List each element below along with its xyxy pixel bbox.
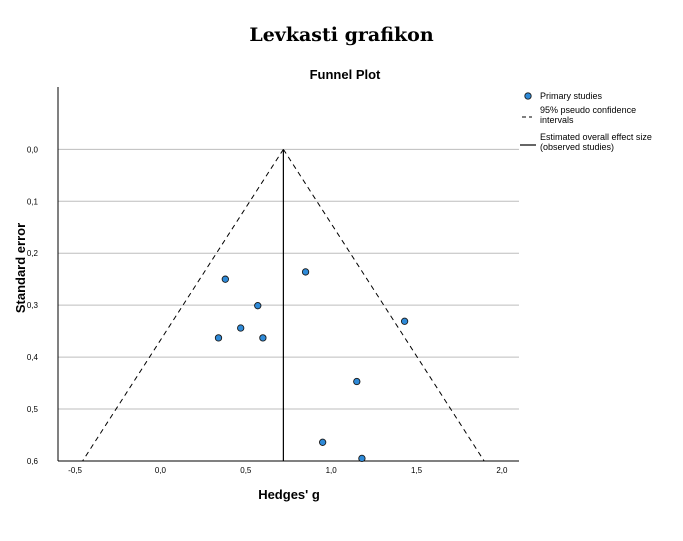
study-point (353, 377, 361, 386)
page-title: Levkasti grafikon (249, 24, 434, 46)
legend-label-effect-size: (observed studies) (540, 142, 614, 152)
funnel-lines (82, 149, 485, 462)
study-point (254, 302, 262, 310)
legend: Primary studies 95% pseudo confidenceinte… (520, 91, 652, 152)
study-point (358, 454, 366, 463)
y-tick-label: 0,3 (27, 301, 39, 310)
legend-marker (524, 92, 532, 100)
legend-label-confidence: intervals (540, 115, 574, 125)
study-point (214, 334, 223, 342)
study-point (400, 317, 409, 325)
x-tick-label: 0,5 (240, 466, 252, 475)
y-axis-label: Standard error (13, 223, 28, 313)
y-tick-label: 0,2 (27, 249, 39, 258)
study-point (318, 438, 327, 446)
study-point (259, 334, 267, 342)
x-axis-label: Hedges' g (258, 487, 320, 502)
x-tick-label: 1,5 (411, 466, 423, 475)
y-tick-label: 0,0 (27, 145, 39, 154)
grid-lines (58, 148, 519, 410)
x-tick-label: 1,0 (326, 466, 338, 475)
x-tick-label: 0,0 (155, 466, 167, 475)
study-point (237, 324, 245, 332)
x-tick-label: -0,5 (68, 466, 82, 475)
study-point (301, 268, 310, 276)
axes: 0,0 0,1 0,2 0,3 0,4 0,5 0,6 -0,5 0,0 0,5 1,0 1,5 2,0 (27, 87, 519, 475)
y-tick-label: 0,4 (27, 353, 39, 362)
data-points (214, 268, 409, 463)
legend-label-primary-studies: Primary studies (540, 91, 603, 101)
y-tick-label: 0,6 (27, 457, 39, 466)
legend-label-effect-size: Estimated overall effect size (540, 132, 652, 142)
y-tick-label: 0,1 (27, 197, 39, 206)
study-point (221, 275, 229, 283)
confidence-limit-right (282, 149, 485, 462)
confidence-limit-left (82, 149, 284, 462)
x-tick-label: 2,0 (496, 466, 508, 475)
legend-label-confidence: 95% pseudo confidence (540, 105, 636, 115)
chart-title: Funnel Plot (310, 67, 381, 82)
y-tick-label: 0,5 (27, 405, 39, 414)
